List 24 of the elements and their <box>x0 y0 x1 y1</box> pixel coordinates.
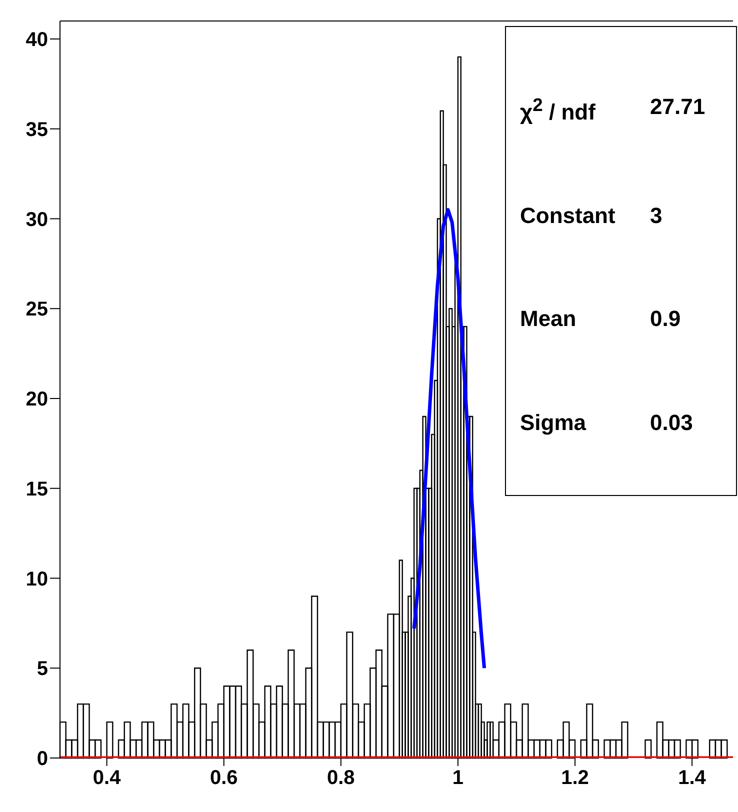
annotation: Mean <box>520 306 578 332</box>
annotation: Sigma <box>520 410 588 436</box>
x-tick-label: 0.8 <box>327 767 355 790</box>
x-tick-label: 0.4 <box>92 767 122 790</box>
y-tick-label: 0 <box>36 748 48 770</box>
x-tick-label: 1 <box>452 767 464 790</box>
x-tick-label: 1.4 <box>678 767 707 790</box>
y-tick-label: 25 <box>26 298 48 321</box>
annotation: 0.03 <box>650 410 693 436</box>
annotation: χ$^{2}$ / ndf <box>520 94 596 126</box>
y-tick-label: 40 <box>26 29 48 52</box>
y-tick-label: 30 <box>26 208 48 231</box>
annotation: Constant <box>520 202 616 229</box>
x-tick-label: 0.6 <box>210 767 238 790</box>
line-series <box>412 208 486 670</box>
annotation: 3 <box>650 202 662 229</box>
y-tick-label: 10 <box>26 568 48 590</box>
annotation: 27.71 <box>650 94 706 121</box>
y-tick-label: 35 <box>26 118 48 141</box>
y-tick-label: 5 <box>36 658 48 680</box>
y-tick-label: 20 <box>26 388 48 411</box>
y-tick-label: 15 <box>26 478 48 500</box>
annotation: 0.9 <box>650 306 681 332</box>
x-tick-label: 1.2 <box>561 767 589 790</box>
